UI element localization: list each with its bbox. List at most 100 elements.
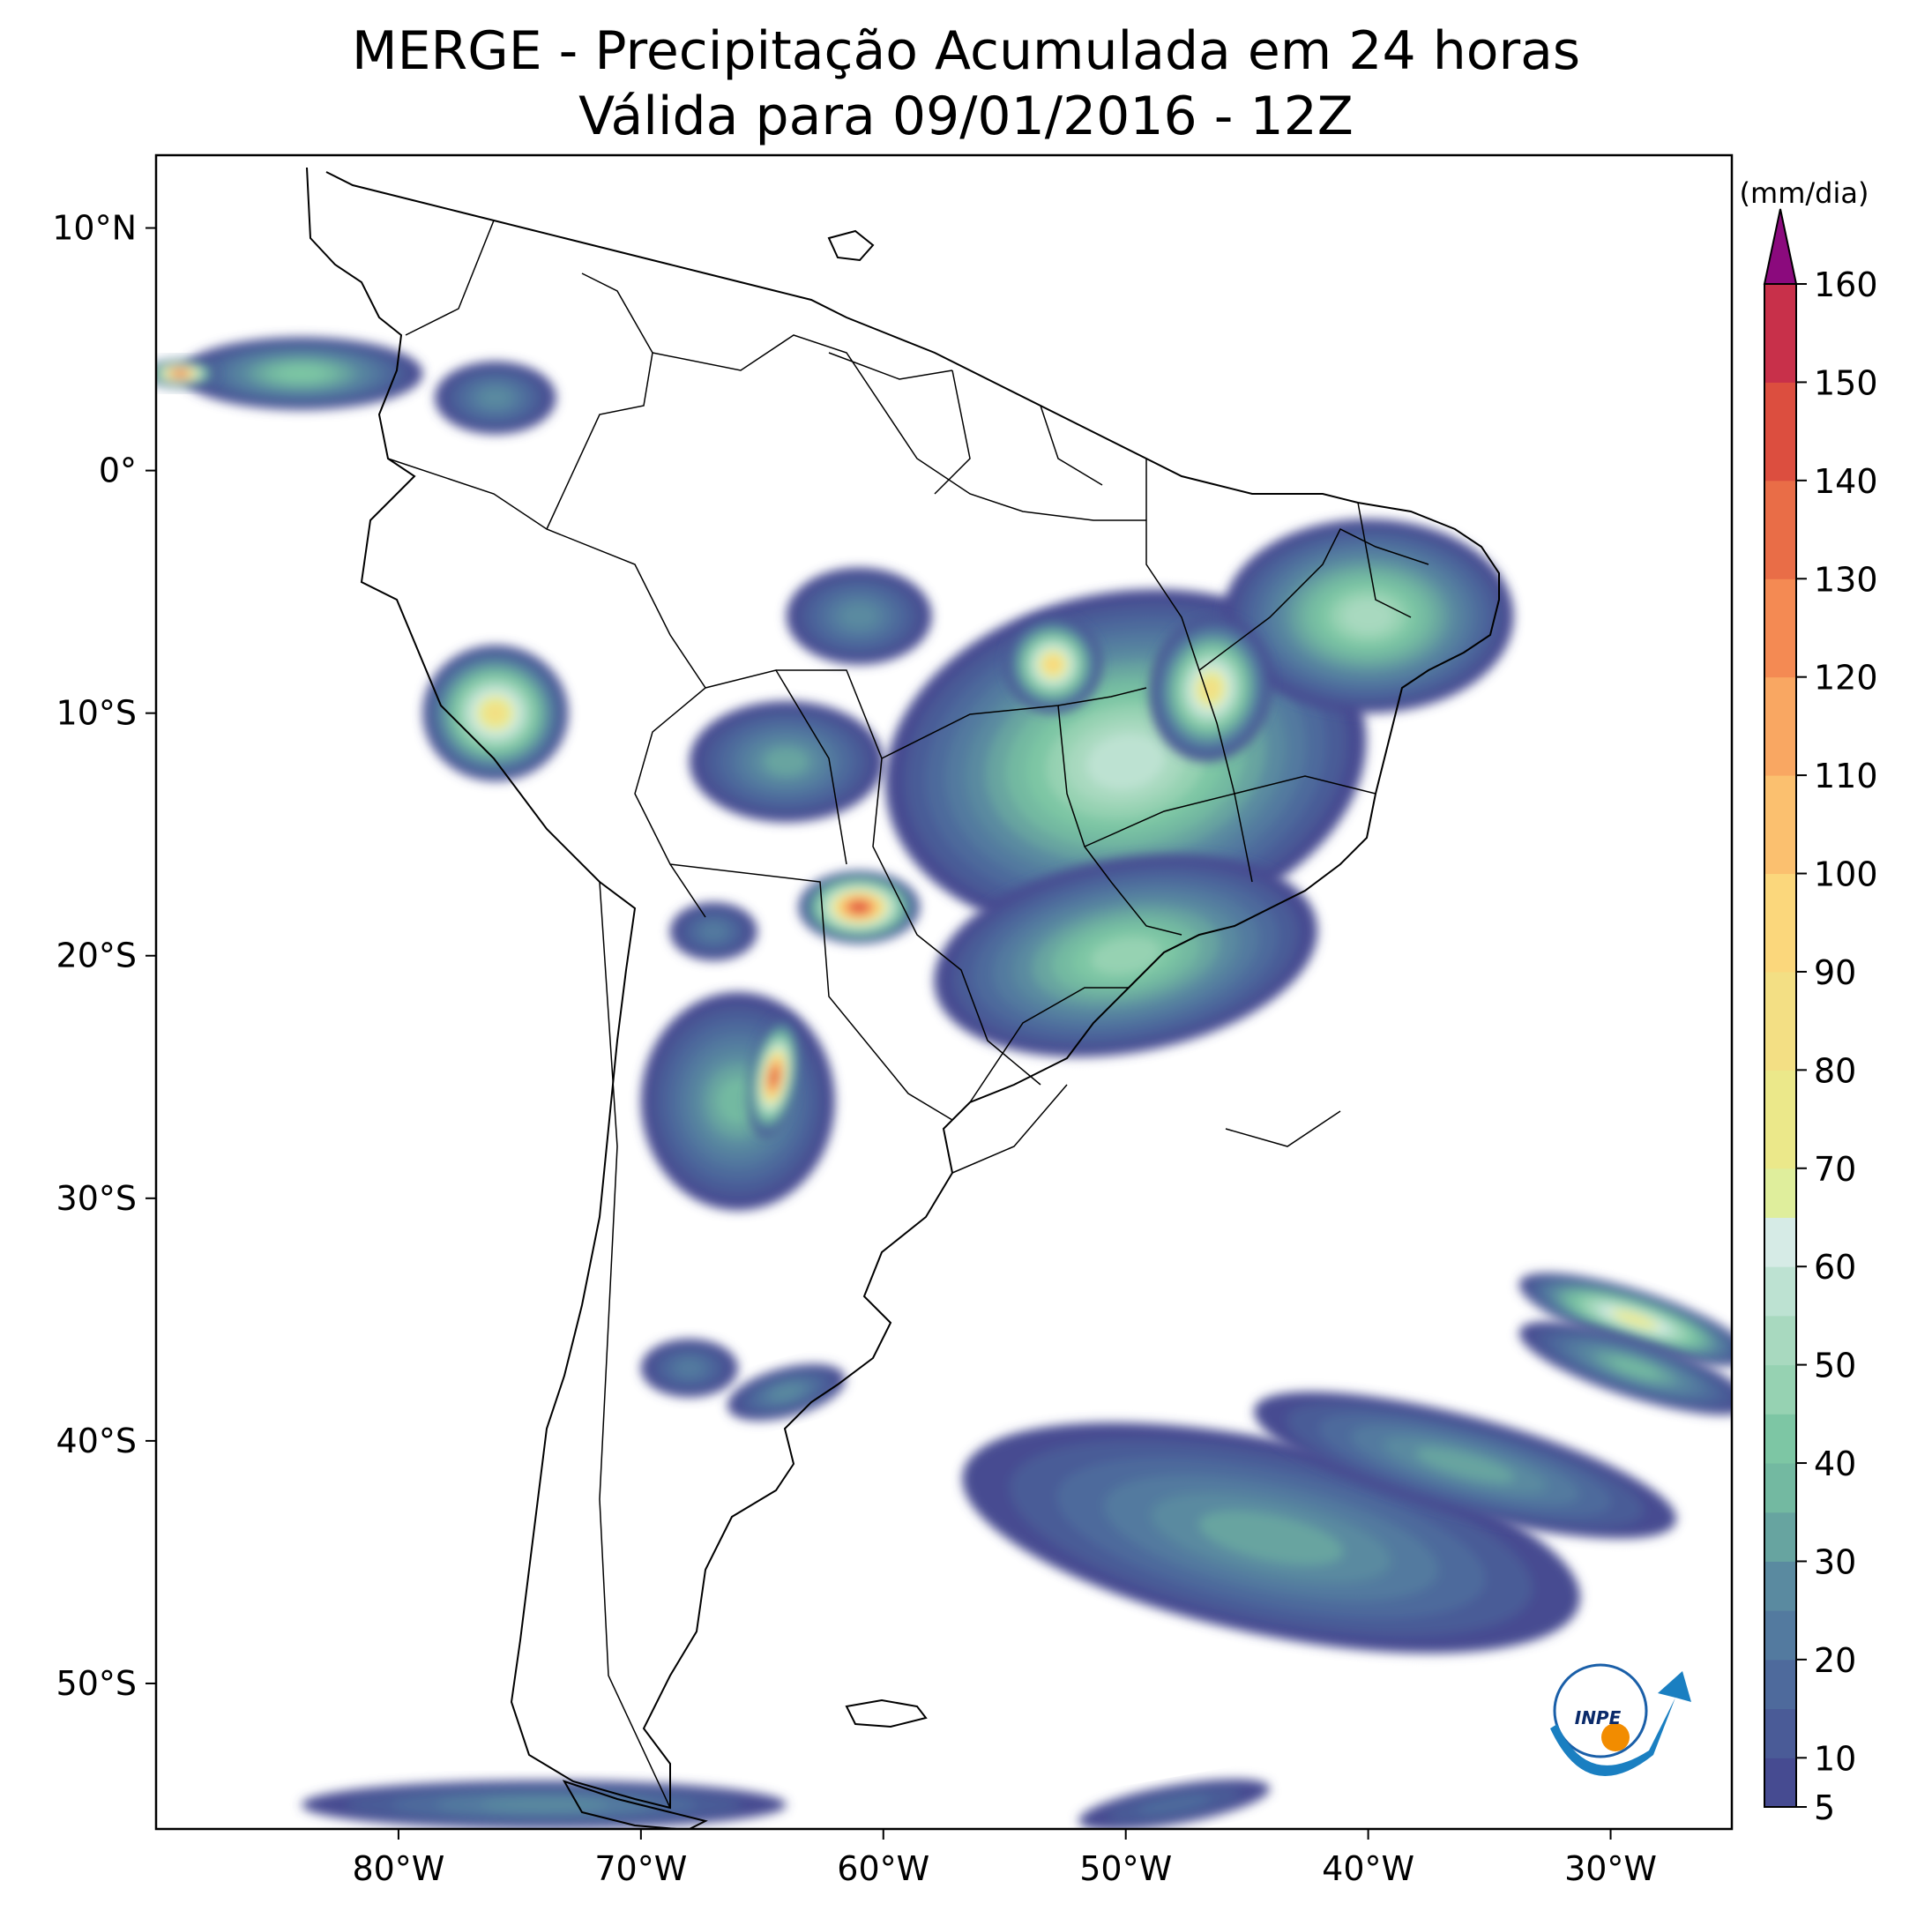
rain-area-atlantic-south-band xyxy=(962,1422,1580,1653)
colorbar-tick-label: 100 xyxy=(1814,855,1878,894)
colorbar-tick-label: 60 xyxy=(1814,1248,1856,1287)
border-line xyxy=(1084,775,1376,847)
rain-contour xyxy=(764,747,809,776)
border-line xyxy=(969,952,1165,1103)
rain-contour xyxy=(771,1385,802,1400)
colorbar-tick-label: 140 xyxy=(1814,462,1878,501)
rain-contour xyxy=(1610,1358,1660,1378)
rain-contour xyxy=(1091,937,1161,974)
colorbar-bin xyxy=(1764,775,1796,875)
lat-tick-label: 20°S xyxy=(56,937,137,975)
lat-tick-label: 10°S xyxy=(56,694,137,733)
rain-contour xyxy=(717,1078,759,1124)
lon-tick-label: 40°W xyxy=(1322,1849,1414,1888)
colorbar-bin xyxy=(1764,971,1796,1071)
caribbean-island-coast xyxy=(827,229,875,262)
colorbar-ticks: 5 10 20 30 40 50 60 70 80 90 100 110 120 130 140 150 160 xyxy=(1796,265,1878,1827)
border-line xyxy=(1057,705,1182,936)
colorbar-bin xyxy=(1764,1414,1796,1464)
country-borders xyxy=(387,220,1429,1809)
lon-tick-label: 80°W xyxy=(352,1849,444,1888)
colorbar-bin xyxy=(1764,1610,1796,1661)
logo-arrow-icon xyxy=(1550,1671,1691,1776)
colorbar-bin xyxy=(1764,382,1796,481)
longitude-axis: 80°W 70°W 60°W 50°W 40°W 30°W xyxy=(352,1829,1657,1888)
lon-tick-label: 60°W xyxy=(837,1849,929,1888)
border-line xyxy=(1198,527,1429,671)
colorbar-bin xyxy=(1764,1266,1796,1317)
colorbar-tick-label: 90 xyxy=(1814,953,1856,992)
border-line xyxy=(776,669,1041,1086)
border-line xyxy=(669,863,953,1121)
colorbar-bins xyxy=(1764,284,1796,1808)
colorbar-unit: (mm/dia) xyxy=(1740,176,1869,210)
border-line xyxy=(705,669,847,865)
rain-area-colombia-pacific xyxy=(180,337,423,410)
inpe-logo: INPE xyxy=(1550,1663,1691,1776)
colorbar-bin xyxy=(1764,1512,1796,1562)
border-line xyxy=(405,220,495,336)
border-line xyxy=(1040,405,1103,486)
rain-area-tocantins-core xyxy=(1149,616,1272,762)
rain-contour xyxy=(1617,1312,1652,1327)
colorbar-bin xyxy=(1764,1758,1796,1808)
chart-subtitle: Válida para 09/01/2016 - 12Z xyxy=(578,86,1354,147)
border-line xyxy=(652,334,1146,521)
lat-tick-label: 30°S xyxy=(56,1179,137,1218)
rain-area-amazonas-north xyxy=(786,567,932,665)
latitude-axis: 10°N 0° 10°S 20°S 30°S 40°S 50°S xyxy=(52,209,156,1703)
rain-area-south-central-brazil xyxy=(934,854,1318,1057)
rain-contour xyxy=(1415,1447,1515,1482)
rain-contour xyxy=(1198,1511,1344,1565)
rain-contour xyxy=(1046,658,1060,672)
border-line xyxy=(387,458,706,918)
border-line xyxy=(1357,502,1412,618)
colorbar-extend-arrow xyxy=(1763,208,1798,285)
colorbar-tick-label: 130 xyxy=(1814,560,1878,599)
colorbar-bin xyxy=(1764,1364,1796,1415)
rain-area-argentina-north-core xyxy=(748,1017,801,1138)
colorbar-tick-label: 40 xyxy=(1814,1444,1856,1483)
rain-contour xyxy=(839,603,879,630)
colorbar-bin xyxy=(1764,1168,1796,1218)
rain-area-atlantic-east-band xyxy=(1518,1273,1732,1367)
colorbar-tick-label: 70 xyxy=(1814,1150,1856,1189)
rain-area-argentina-central xyxy=(640,1339,738,1398)
rain-contour xyxy=(175,371,185,376)
colorbar-tick-label: 50 xyxy=(1814,1347,1856,1385)
rain-area-atlantic-south-band-2 xyxy=(1254,1392,1677,1539)
rain-contour xyxy=(851,902,867,912)
rain-contour xyxy=(1343,599,1393,633)
colorbar-tick-label: 80 xyxy=(1814,1051,1856,1090)
map-frame xyxy=(154,153,1734,1831)
lon-tick-label: 70°W xyxy=(594,1849,687,1888)
precipitation-layer xyxy=(156,337,1732,1829)
border-line xyxy=(828,352,953,380)
colorbar-tick-label: 10 xyxy=(1814,1739,1856,1778)
border-line xyxy=(1225,1110,1341,1147)
lat-tick-label: 40°S xyxy=(56,1422,137,1460)
rain-area-drake-passage xyxy=(301,1780,787,1829)
lat-tick-label: 50°S xyxy=(56,1664,137,1703)
colorbar-bin xyxy=(1764,1315,1796,1366)
border-line xyxy=(951,1084,1068,1174)
logo-orbit-icon xyxy=(1553,1663,1648,1758)
rain-contour xyxy=(699,922,727,941)
colorbar-tick-label: 20 xyxy=(1814,1641,1856,1680)
logo-sun-icon xyxy=(1601,1723,1630,1751)
colorbar-tick-label: 150 xyxy=(1814,363,1878,402)
rain-contour xyxy=(278,366,325,381)
logo-text: INPE xyxy=(1575,1707,1622,1728)
colorbar-bin xyxy=(1764,579,1796,678)
border-line xyxy=(934,370,971,495)
tierra-del-fuego-coast xyxy=(562,1780,708,1829)
rain-contour xyxy=(771,1069,778,1085)
colorbar-bin xyxy=(1764,480,1796,579)
colorbar-bin xyxy=(1764,676,1796,776)
colorbar-bin xyxy=(1764,1708,1796,1758)
coastline-layer xyxy=(306,167,1500,1829)
colorbar-bin xyxy=(1764,1070,1796,1169)
colorbar-tick-label: 160 xyxy=(1814,265,1878,304)
colorbar-bin xyxy=(1764,873,1796,973)
falklands-coast xyxy=(845,1698,928,1728)
